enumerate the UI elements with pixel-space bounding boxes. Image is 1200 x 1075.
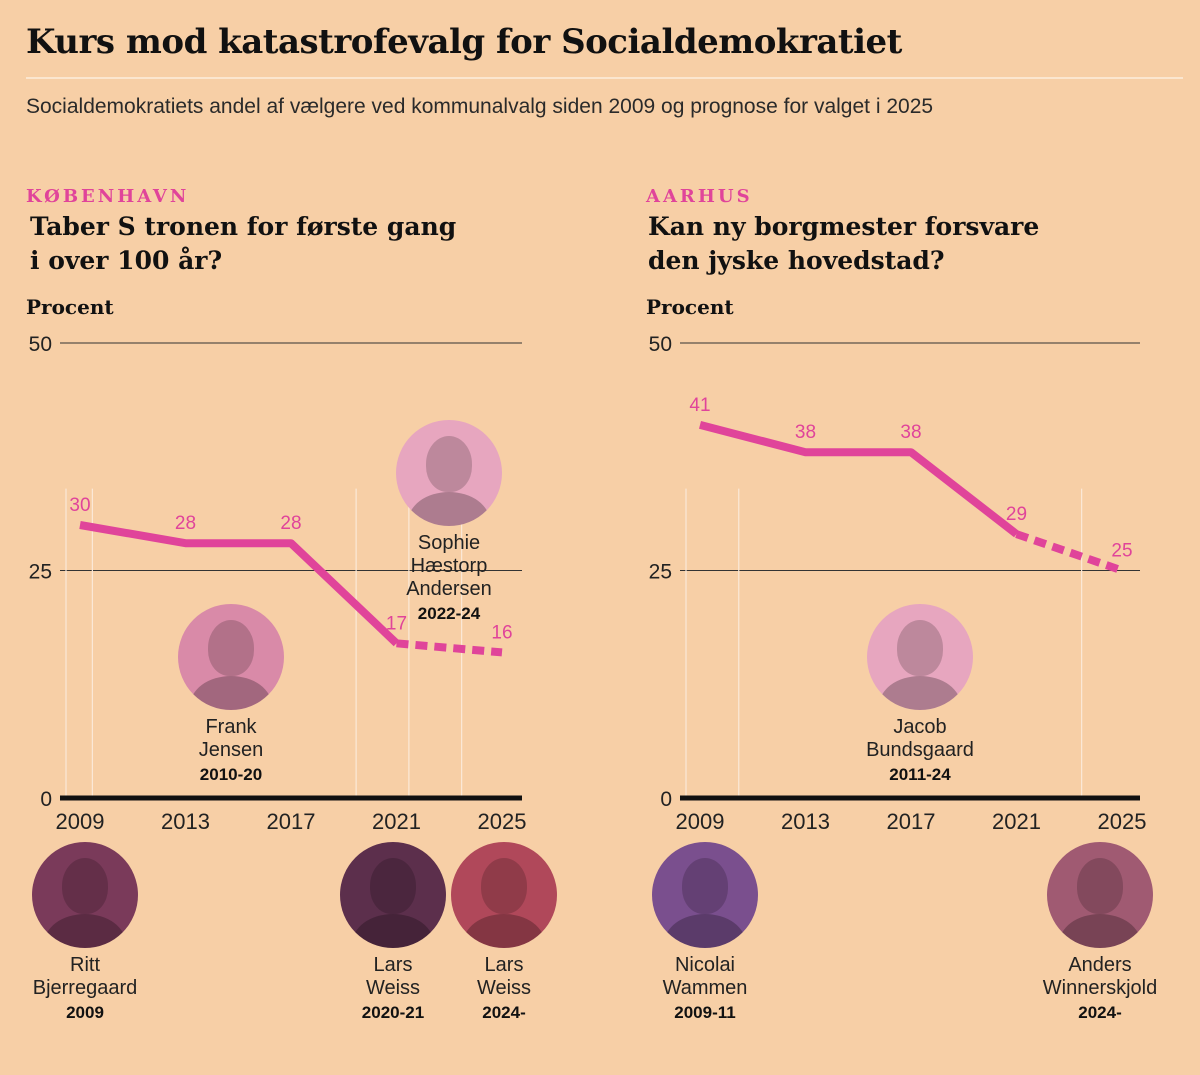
data-label: 16 — [491, 622, 512, 643]
mayor-card-lars-weiss-2024: Lars Weiss 2024- — [404, 842, 604, 1026]
series-line — [79, 521, 400, 647]
portrait-icon — [652, 842, 758, 948]
panel-title-line: Taber S tronen for første gang — [30, 212, 457, 241]
portrait-icon — [32, 842, 138, 948]
y-tick-label: 0 — [40, 788, 52, 811]
mayor-years: 2024- — [1078, 1003, 1122, 1022]
mayor-years: 2010-20 — [199, 765, 263, 784]
forecast-line — [1015, 530, 1124, 575]
x-tick-label: 2009 — [676, 809, 725, 834]
data-label: 17 — [386, 613, 407, 634]
mayor-years: 2009 — [66, 1003, 104, 1022]
panel-title-kobenhavn: Taber S tronen for første gang i over 10… — [30, 210, 456, 278]
x-tick-label: 2021 — [992, 809, 1041, 834]
panel-title-line: i over 100 år? — [30, 246, 223, 275]
city-label-kobenhavn: KØBENHAVN — [26, 186, 190, 207]
portrait-icon — [396, 420, 502, 526]
panel-title-line: Kan ny borgmester forsvare — [648, 212, 1040, 241]
y-tick-label: 50 — [649, 333, 672, 356]
x-tick-label: 2021 — [372, 809, 421, 834]
x-tick-label: 2013 — [161, 809, 210, 834]
mayor-name: Anders Winnerskjold — [1042, 954, 1158, 999]
panel-title-line: den jyske hovedstad? — [648, 246, 945, 275]
portrait-icon — [340, 842, 446, 948]
data-label: 28 — [175, 513, 196, 534]
mayor-card-frank-jensen: Frank Jensen 2010-20 — [131, 604, 331, 788]
mayor-years: 2020-21 — [361, 1003, 425, 1022]
series-line — [698, 421, 1019, 538]
y-tick-label: 50 — [29, 333, 52, 356]
data-label: 29 — [1006, 504, 1027, 525]
mayor-name: Sophie Hæstorp Andersen — [406, 532, 492, 600]
chart-subtitle: Socialdemokratiets andel af vælgere ved … — [26, 95, 934, 118]
mayor-name: Jacob Bundsgaard — [866, 716, 974, 761]
mayor-name: Frank Jensen — [198, 716, 264, 761]
y-tick-label: 25 — [29, 561, 52, 584]
mayor-name: Lars Weiss — [365, 954, 421, 999]
x-tick-label: 2013 — [781, 809, 830, 834]
mayor-card-jacob-bundsgaard: Jacob Bundsgaard 2011-24 — [820, 604, 1020, 788]
mayor-card-ritt-bjerregaard: Ritt Bjerregaard 2009 — [0, 842, 185, 1026]
mayor-years: 2011-24 — [889, 765, 951, 784]
data-label: 30 — [69, 495, 90, 516]
chart-title: Kurs mod katastrofevalg for Socialdemokr… — [26, 22, 902, 62]
mayor-card-sophie-haestorp-andersen: Sophie Hæstorp Andersen 2022-24 — [349, 420, 549, 627]
mayor-years: 2009-11 — [674, 1003, 736, 1022]
x-tick-label: 2017 — [887, 809, 936, 834]
mayor-name: Ritt Bjerregaard — [32, 954, 138, 999]
mayor-years: 2022-24 — [417, 604, 481, 623]
data-label: 25 — [1111, 541, 1132, 562]
city-label-aarhus: AARHUS — [646, 186, 753, 207]
y-axis-unit-aarhus: Procent — [646, 295, 734, 319]
title-divider — [26, 77, 1183, 79]
portrait-icon — [451, 842, 557, 948]
data-label: 38 — [795, 422, 816, 443]
y-axis-unit-kobenhavn: Procent — [26, 295, 114, 319]
x-tick-label: 2009 — [56, 809, 105, 834]
mayor-card-lars-weiss-2020: Lars Weiss 2020-21 — [293, 842, 493, 1026]
panel-title-aarhus: Kan ny borgmester forsvare den jyske hov… — [648, 210, 1039, 278]
x-tick-label: 2017 — [267, 809, 316, 834]
portrait-icon — [867, 604, 973, 710]
mayor-card-nicolai-wammen: Nicolai Wammen 2009-11 — [605, 842, 805, 1026]
x-tick-label: 2025 — [1098, 809, 1147, 834]
y-tick-label: 25 — [649, 561, 672, 584]
x-tick-label: 2025 — [478, 809, 527, 834]
mayor-name: Lars Weiss — [476, 954, 532, 999]
data-label: 41 — [689, 395, 710, 416]
mayor-years: 2024- — [482, 1003, 526, 1022]
mayor-name: Nicolai Wammen — [662, 954, 748, 999]
mayor-card-anders-winnerskjold: Anders Winnerskjold 2024- — [1000, 842, 1200, 1026]
data-label: 28 — [280, 513, 301, 534]
y-tick-label: 0 — [660, 788, 672, 811]
portrait-icon — [1047, 842, 1153, 948]
portrait-icon — [178, 604, 284, 710]
data-label: 38 — [900, 422, 921, 443]
